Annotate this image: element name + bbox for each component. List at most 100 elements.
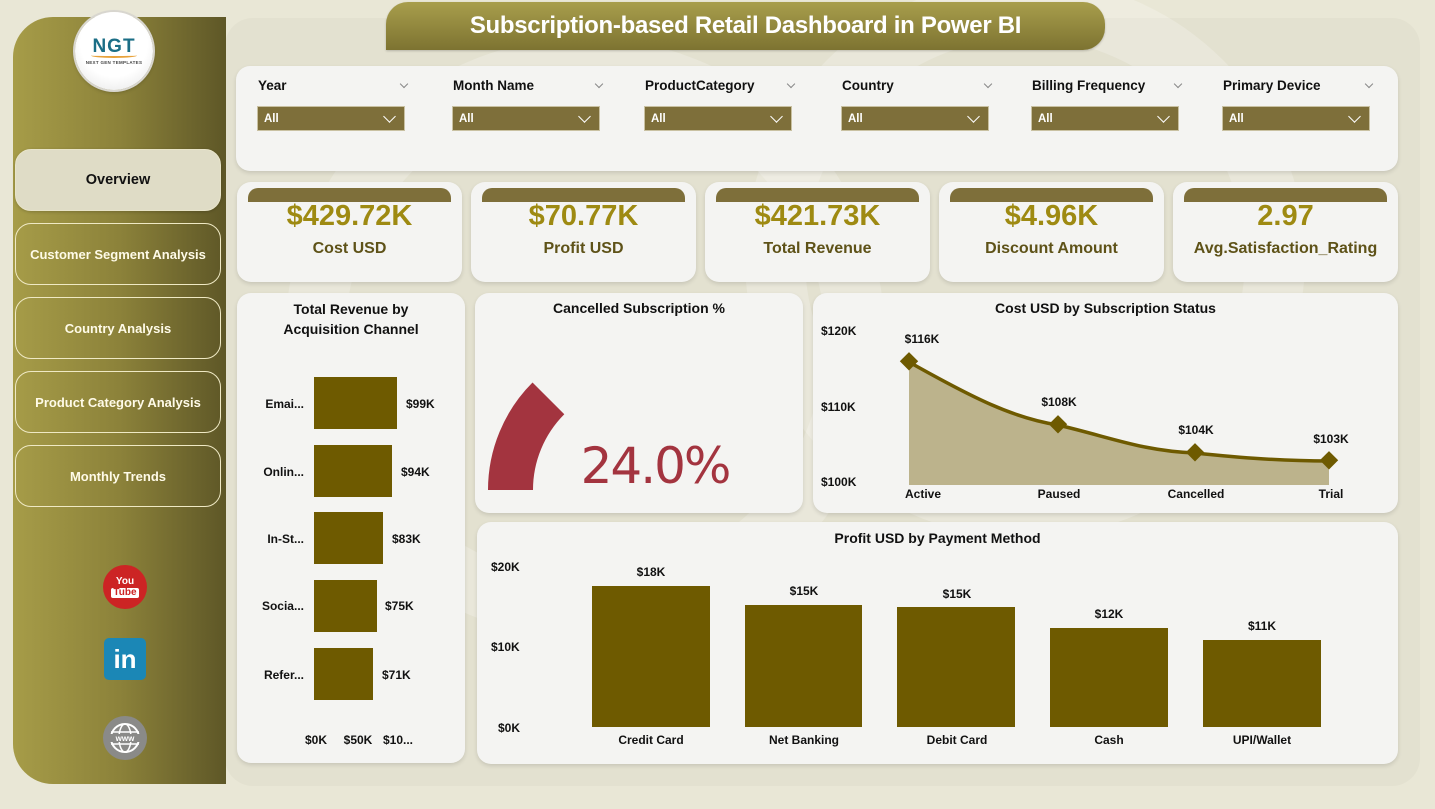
youtube-text: Tube bbox=[111, 586, 139, 598]
dropdown-value: All bbox=[1038, 112, 1053, 125]
nav-label: Customer Segment Analysis bbox=[30, 246, 206, 262]
svg-text:Paused: Paused bbox=[1038, 487, 1081, 501]
nav-label: Country Analysis bbox=[64, 320, 172, 336]
svg-text:Cancelled: Cancelled bbox=[1168, 487, 1225, 501]
chart-title: Cost USD by Subscription Status bbox=[995, 300, 1216, 316]
svg-text:www: www bbox=[115, 734, 135, 743]
slicer-label: ProductCategory bbox=[645, 78, 755, 93]
svg-text:$0K: $0K bbox=[498, 721, 520, 735]
kpi-header-band bbox=[950, 188, 1153, 202]
youtube-icon[interactable]: You Tube bbox=[103, 565, 147, 609]
bar-row[interactable]: Onlin... $94K bbox=[263, 445, 430, 497]
kpi-label: Avg.Satisfaction_Rating bbox=[1193, 240, 1378, 257]
svg-text:$15K: $15K bbox=[790, 584, 819, 598]
svg-text:$94K: $94K bbox=[401, 465, 430, 479]
primary-device-dropdown[interactable]: All bbox=[1222, 106, 1370, 131]
slicer-label: Billing Frequency bbox=[1032, 78, 1146, 93]
svg-text:UPI/Wallet: UPI/Wallet bbox=[1233, 733, 1291, 747]
linkedin-icon[interactable]: in bbox=[104, 638, 146, 680]
svg-text:Active: Active bbox=[905, 487, 941, 501]
svg-text:In-St...: In-St... bbox=[267, 532, 304, 546]
kpi-card-satisfaction: 2.97 Avg.Satisfaction_Rating bbox=[1173, 182, 1398, 282]
kpi-value: $70.77K bbox=[528, 200, 639, 232]
area-chart: $120K $110K $100K $116K $108K $104K $103… bbox=[821, 324, 1349, 501]
svg-text:$104K: $104K bbox=[1178, 423, 1214, 437]
svg-text:Credit Card: Credit Card bbox=[618, 733, 683, 747]
area-fill bbox=[909, 362, 1329, 485]
svg-text:Cash: Cash bbox=[1094, 733, 1123, 747]
dropdown-value: All bbox=[1229, 112, 1244, 125]
svg-text:Trial: Trial bbox=[1319, 487, 1344, 501]
svg-text:Onlin...: Onlin... bbox=[263, 465, 304, 479]
linkedin-text: in bbox=[113, 643, 137, 674]
nav-customer-segment-analysis[interactable]: Customer Segment Analysis bbox=[15, 223, 221, 285]
bar-row[interactable]: Socia... $75K bbox=[262, 580, 414, 632]
svg-text:$75K: $75K bbox=[385, 599, 414, 613]
svg-text:$15K: $15K bbox=[943, 587, 972, 601]
filter-panel: Year All Month Name All ProductCategory … bbox=[236, 66, 1398, 171]
bar-cash[interactable]: $12K Cash bbox=[1050, 607, 1168, 747]
kpi-value: $429.72K bbox=[286, 200, 413, 232]
svg-text:$20K: $20K bbox=[491, 560, 520, 574]
country-dropdown[interactable]: All bbox=[841, 106, 989, 131]
gauge-chart: 24.0% bbox=[488, 382, 731, 495]
bar-row[interactable]: Emai... $99K bbox=[265, 377, 435, 429]
chevron-down-icon[interactable] bbox=[786, 78, 796, 90]
chevron-down-icon[interactable] bbox=[594, 78, 604, 90]
svg-text:$100K: $100K bbox=[821, 475, 857, 489]
bar-net-banking[interactable]: $15K Net Banking bbox=[745, 584, 862, 747]
chevron-down-icon[interactable] bbox=[399, 78, 409, 90]
vertical-bar-chart: $20K $10K $0K $18K Credit Card $15K Net … bbox=[491, 560, 1321, 747]
nav-product-category-analysis[interactable]: Product Category Analysis bbox=[15, 371, 221, 433]
kpi-label: Cost USD bbox=[312, 240, 387, 257]
nav-overview[interactable]: Overview bbox=[15, 149, 221, 211]
horizontal-bar-chart: Emai... $99K Onlin... $94K In-St... $83K… bbox=[262, 377, 435, 747]
billing-frequency-dropdown[interactable]: All bbox=[1031, 106, 1179, 131]
bar-credit-card[interactable]: $18K Credit Card bbox=[592, 565, 710, 747]
svg-text:$50K: $50K bbox=[344, 733, 373, 747]
chevron-down-icon bbox=[770, 109, 783, 123]
chevron-down-icon[interactable] bbox=[1364, 78, 1374, 90]
website-globe-icon[interactable]: www bbox=[103, 716, 147, 760]
bar-debit-card[interactable]: $15K Debit Card bbox=[897, 587, 1015, 747]
bar-row[interactable]: In-St... $83K bbox=[267, 512, 421, 564]
chevron-down-icon[interactable] bbox=[1173, 78, 1183, 90]
globe-icon: www bbox=[110, 723, 140, 753]
month-name-dropdown[interactable]: All bbox=[452, 106, 600, 131]
product-category-dropdown[interactable]: All bbox=[644, 106, 792, 131]
svg-text:$10...: $10... bbox=[383, 733, 413, 747]
bar-row[interactable]: Refer... $71K bbox=[264, 648, 411, 700]
logo-text: NGT bbox=[92, 36, 136, 57]
nav-country-analysis[interactable]: Country Analysis bbox=[15, 297, 221, 359]
trend-line bbox=[908, 360, 1330, 463]
gauge-fill-arc bbox=[488, 382, 565, 490]
bar-upi-wallet[interactable]: $11K UPI/Wallet bbox=[1203, 619, 1321, 747]
nav-monthly-trends[interactable]: Monthly Trends bbox=[15, 445, 221, 507]
svg-text:Emai...: Emai... bbox=[265, 397, 304, 411]
dropdown-value: All bbox=[459, 112, 474, 125]
svg-text:$116K: $116K bbox=[905, 332, 940, 346]
kpi-header-band bbox=[1184, 188, 1387, 202]
slicer-country: Country All bbox=[841, 78, 993, 131]
svg-text:Debit Card: Debit Card bbox=[927, 733, 988, 747]
chevron-down-icon bbox=[967, 109, 980, 123]
chart-title: Total Revenue by Acquisition Channel bbox=[283, 301, 419, 337]
year-dropdown[interactable]: All bbox=[257, 106, 405, 131]
chart-profit-by-payment: Profit USD by Payment Method $20K $10K $… bbox=[477, 522, 1398, 764]
nav-label: Monthly Trends bbox=[69, 468, 167, 484]
logo-swoosh-icon bbox=[91, 53, 137, 58]
ngt-logo: NGT NEXT GEN TEMPLATES bbox=[75, 12, 153, 90]
chart-title: Profit USD by Payment Method bbox=[834, 530, 1041, 546]
chart-cost-by-status: Cost USD by Subscription Status $120K $1… bbox=[813, 293, 1398, 513]
svg-text:$0K: $0K bbox=[305, 733, 327, 747]
dropdown-value: All bbox=[651, 112, 666, 125]
slicer-month-name: Month Name All bbox=[452, 78, 604, 131]
nav-label: Product Category Analysis bbox=[35, 394, 201, 410]
slicer-primary-device: Primary Device All bbox=[1222, 78, 1374, 131]
kpi-card-discount: $4.96K Discount Amount bbox=[939, 182, 1164, 282]
chart-title: Cancelled Subscription % bbox=[553, 300, 725, 316]
svg-text:Socia...: Socia... bbox=[262, 599, 304, 613]
slicer-product-category: ProductCategory All bbox=[644, 78, 796, 131]
chevron-down-icon[interactable] bbox=[983, 78, 993, 90]
kpi-value: 2.97 bbox=[1257, 200, 1314, 232]
